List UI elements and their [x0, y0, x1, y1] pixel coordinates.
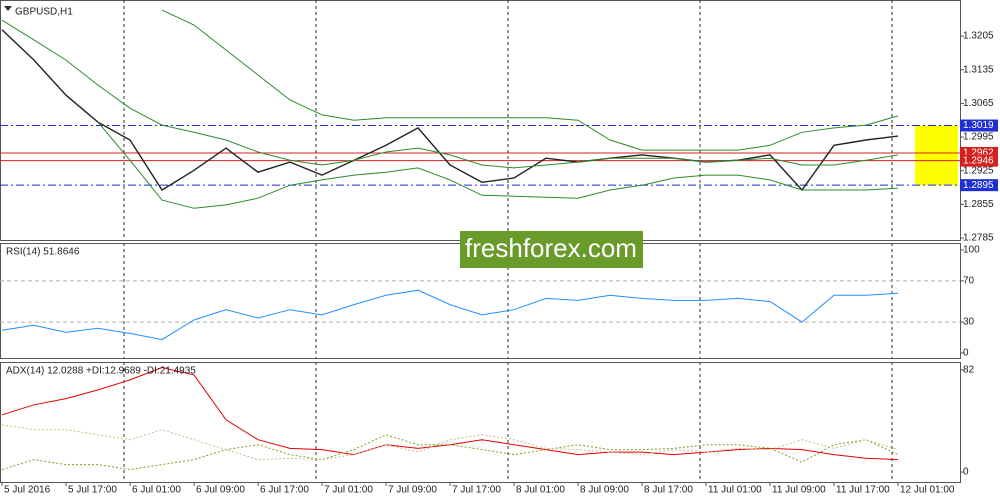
x-tick-label: 8 Jul 17:00 [644, 485, 693, 496]
level-tag [960, 154, 998, 167]
y-tick-label: 1.3205 [963, 31, 994, 42]
pane-title: GBPUSD,H1 [15, 7, 73, 18]
x-tick-label: 12 Jul 01:00 [900, 485, 955, 496]
y-tick-label: 0 [963, 467, 969, 478]
series-line [1, 29, 899, 192]
series-line [1, 434, 899, 471]
level-tag [960, 179, 998, 192]
y-tick-label: 100 [963, 245, 980, 256]
pane-title: RSI(14) 51.8646 [6, 247, 80, 258]
level-tag-label: 1.2946 [963, 155, 994, 166]
y-tick-label: 0 [963, 348, 969, 359]
menu-triangle [4, 6, 12, 11]
series-line [161, 9, 899, 151]
x-tick-label: 6 Jul 09:00 [196, 485, 245, 496]
x-tick-label: 7 Jul 09:00 [388, 485, 437, 496]
level-tag-label: 1.2895 [963, 180, 994, 191]
y-tick-label: 1.3065 [963, 98, 994, 109]
y-tick-label: 1.2785 [963, 233, 994, 244]
y-tick-label: 30 [963, 317, 975, 328]
series-line [1, 19, 899, 169]
x-tick-label: 6 Jul 17:00 [260, 485, 309, 496]
pane-title: ADX(14) 12.0288 +DI:12.9689 -DI:21.4935 [6, 366, 196, 377]
x-tick-label: 7 Jul 17:00 [452, 485, 501, 496]
y-tick-label: 1.3135 [963, 64, 994, 75]
series-line [97, 121, 899, 209]
x-tick-label: 8 Jul 09:00 [580, 485, 629, 496]
watermark-box [460, 231, 643, 268]
y-tick-label: 1.2925 [963, 165, 994, 176]
y-tick-label: 1.2855 [963, 199, 994, 210]
y-tick-label: 1.2995 [963, 132, 994, 143]
x-tick-label: 11 Jul 01:00 [708, 485, 762, 496]
y-tick-label: 82 [963, 365, 975, 376]
y-tick-label: 70 [963, 276, 975, 287]
x-tick-label: 5 Jul 2016 [4, 485, 51, 496]
x-tick-label: 5 Jul 17:00 [68, 485, 117, 496]
watermark: freshforex.com [465, 233, 637, 263]
pane-frame [0, 362, 961, 483]
x-tick-label: 11 Jul 09:00 [772, 485, 826, 496]
level-tag-label: 1.3019 [963, 120, 994, 131]
x-tick-label: 7 Jul 01:00 [324, 485, 373, 496]
series-line [1, 289, 899, 341]
level-tag [960, 119, 998, 132]
x-tick-label: 11 Jul 17:00 [836, 485, 890, 496]
level-tag-label: 1.2962 [963, 148, 994, 159]
x-tick-label: 6 Jul 01:00 [132, 485, 181, 496]
series-line [1, 424, 899, 461]
highlight-zone [915, 125, 958, 186]
x-tick-label: 8 Jul 01:00 [516, 485, 565, 496]
